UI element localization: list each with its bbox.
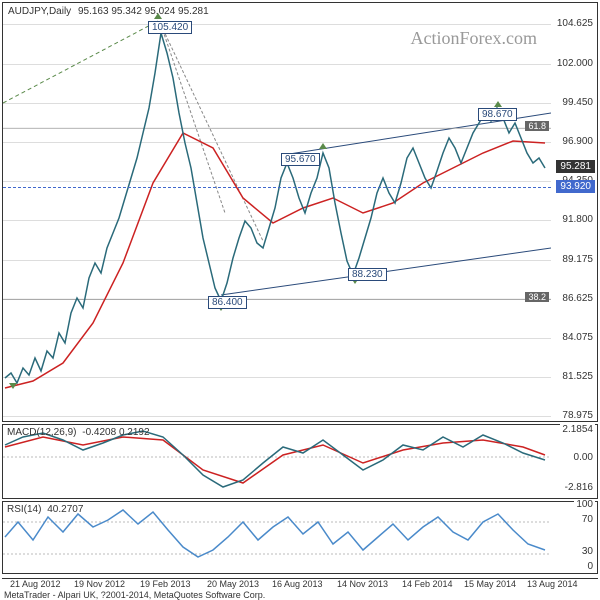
price-plot-svg xyxy=(3,3,551,423)
macd-label: MACD(12,26,9) -0.4208 0.2192 xyxy=(7,427,150,438)
watermark-text: ActionForex.com xyxy=(411,28,537,49)
copyright-line: MetaTrader - Alpari UK, ?2001-2014, Meta… xyxy=(4,590,265,600)
rsi-plot-svg xyxy=(3,502,551,577)
x-axis-panel: 21 Aug 201219 Nov 201219 Feb 201320 May … xyxy=(2,578,598,590)
macd-panel: MACD(12,26,9) -0.4208 0.2192 2.18540.00-… xyxy=(2,424,598,499)
rsi-panel: RSI(14) 40.2707 10070300 xyxy=(2,501,598,574)
ohlc-label: 95.163 95.342 95.024 95.281 xyxy=(78,6,209,17)
current-price-badge: 95.281 xyxy=(556,160,595,173)
symbol-label: AUDJPY,Daily xyxy=(8,6,71,17)
symbol-header: AUDJPY,Daily 95.163 95.342 95.024 95.281 xyxy=(8,6,209,17)
rsi-label: RSI(14) 40.2707 xyxy=(7,504,83,515)
fib-retracement-line xyxy=(3,187,551,188)
fib-price-badge: 93.920 xyxy=(556,180,595,193)
price-chart-panel: AUDJPY,Daily 95.163 95.342 95.024 95.281… xyxy=(2,2,598,422)
